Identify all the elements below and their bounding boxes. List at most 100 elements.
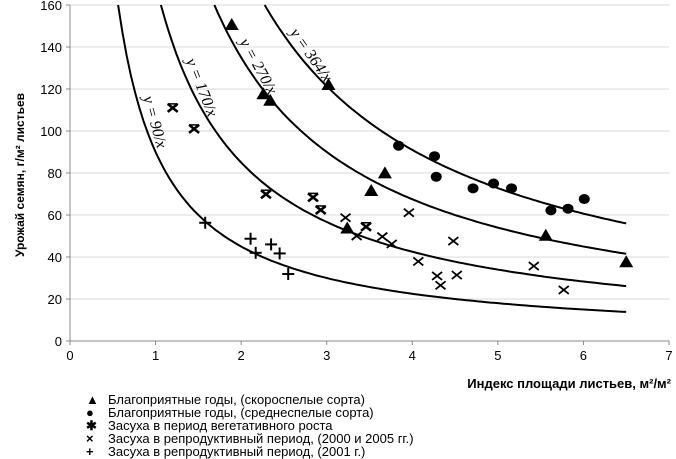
- marker-stroke: [431, 271, 443, 281]
- legend-label: Благоприятные годы, (скороспелые сорта): [108, 392, 365, 407]
- point-triangle: [619, 255, 634, 268]
- point-x: [412, 256, 424, 267]
- point-x: [447, 236, 459, 246]
- marker-stroke: [376, 231, 388, 242]
- circle-marker: [562, 203, 574, 214]
- point-plus: [282, 268, 295, 281]
- triangle-marker: [377, 166, 392, 179]
- point-circle: [393, 140, 405, 151]
- circle-marker: [393, 140, 405, 151]
- marker-stroke: [339, 213, 352, 223]
- point-x: [339, 213, 352, 223]
- legend-item: ▲ Благоприятные годы, (скороспелые сорта): [86, 393, 414, 406]
- circle-marker: [488, 178, 500, 189]
- y-axis-label: Урожай семян, г/м² листьев: [13, 93, 27, 257]
- y-tick-label: 120: [40, 82, 62, 97]
- point-circle: [430, 171, 442, 182]
- axes: 0 20 40 60 80 100 120 140 160 0 1 2 3 4 5 6 7: [40, 0, 672, 363]
- legend-item: ● Благоприятные годы, (среднеспелые сорта…: [86, 406, 414, 419]
- circle-marker: [430, 171, 442, 182]
- legend-label: Засуха в репродуктивный период, (2001 г.…: [108, 444, 366, 459]
- point-triangle: [256, 87, 271, 100]
- curve-label: y = 270/x: [235, 34, 280, 98]
- point-circle: [562, 203, 574, 214]
- point-plus: [273, 247, 286, 260]
- hyperbola-curves: y = 90/xy = 170/x y = 270/x y = 364/x: [117, 4, 627, 313]
- circle-marker-icon: ●: [86, 405, 94, 420]
- triangle-marker-icon: ▲: [86, 392, 99, 407]
- triangle-marker: [256, 87, 271, 100]
- asterisk-marker-icon: ✱: [86, 418, 97, 433]
- legend-item: ✱ Засуха в период вегетативного роста: [86, 419, 414, 432]
- marker-stroke: [307, 192, 319, 203]
- x-tick-label: 4: [409, 348, 416, 363]
- point-asterisk: [260, 189, 272, 200]
- point-x: [403, 207, 415, 218]
- point-x: [386, 239, 398, 249]
- x-tick-label: 7: [665, 348, 672, 363]
- curve-label: y = 364/x: [285, 24, 335, 86]
- circle-marker: [506, 183, 518, 194]
- marker-stroke: [188, 123, 200, 134]
- triangle-marker: [364, 184, 379, 197]
- circle-marker: [429, 151, 441, 162]
- point-asterisk: [166, 102, 179, 113]
- curve-270: [213, 4, 627, 255]
- triangle-marker: [321, 78, 336, 91]
- point-circle: [429, 151, 441, 162]
- y-tick-label: 40: [48, 250, 62, 265]
- point-x: [434, 280, 447, 291]
- circle-marker: [467, 183, 479, 194]
- marker-stroke: [403, 207, 415, 218]
- point-triangle: [377, 166, 392, 179]
- marker-stroke: [447, 236, 459, 246]
- point-triangle: [224, 17, 239, 30]
- x-tick-label: 2: [238, 348, 245, 363]
- x-tick-label: 0: [66, 348, 73, 363]
- marker-stroke: [412, 256, 424, 267]
- legend-item: + Засуха в репродуктивный период, (2001 г…: [86, 445, 414, 458]
- data-points: [166, 17, 634, 295]
- y-tick-label: 160: [40, 0, 62, 13]
- point-triangle: [340, 221, 355, 234]
- y-tick-label: 0: [55, 334, 62, 349]
- marker-stroke: [260, 189, 272, 200]
- point-asterisk: [307, 192, 319, 203]
- point-circle: [467, 183, 479, 194]
- point-x: [376, 231, 388, 242]
- legend-label: Засуха в период вегетативного роста: [108, 418, 333, 433]
- gridlines: [70, 4, 669, 300]
- x-axis-label: Индекс площади листьев, м²/м²: [467, 376, 671, 391]
- x-tick-label: 6: [580, 348, 587, 363]
- marker-stroke: [558, 285, 570, 295]
- triangle-marker: [340, 221, 355, 234]
- point-plus: [265, 238, 278, 251]
- point-circle: [545, 205, 557, 216]
- y-tick-label: 80: [48, 166, 62, 181]
- point-asterisk: [188, 123, 200, 134]
- x-marker-icon: ×: [86, 431, 94, 446]
- point-circle: [488, 178, 500, 189]
- marker-stroke: [166, 102, 179, 113]
- point-x: [451, 270, 463, 280]
- marker-stroke: [528, 261, 540, 271]
- triangle-marker: [263, 93, 278, 106]
- point-x: [528, 261, 540, 271]
- circle-marker: [578, 194, 590, 205]
- marker-stroke: [360, 221, 372, 232]
- marker-stroke: [451, 270, 463, 280]
- point-triangle: [263, 93, 278, 106]
- point-plus: [249, 246, 262, 259]
- legend-label: Благоприятные годы, (среднеспелые сорта): [108, 405, 374, 420]
- marker-stroke: [314, 204, 327, 215]
- y-tick-label: 100: [40, 124, 62, 139]
- curve-label: y = 170/x: [181, 54, 220, 119]
- triangle-marker: [224, 17, 239, 30]
- triangle-marker: [538, 228, 553, 241]
- point-circle: [578, 194, 590, 205]
- y-tick-label: 140: [40, 40, 62, 55]
- point-triangle: [538, 228, 553, 241]
- point-plus: [244, 232, 257, 245]
- point-triangle: [321, 78, 336, 91]
